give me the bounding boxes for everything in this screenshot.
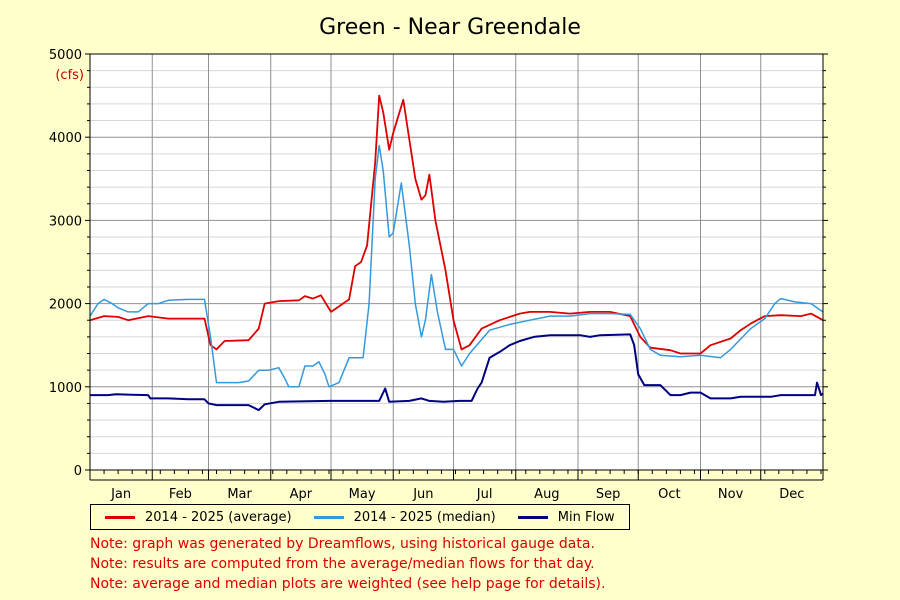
notes: Note: graph was generated by Dreamflows,… [90,534,605,594]
plot-frame [89,53,824,471]
legend-label-median: 2014 - 2025 (median) [353,509,496,525]
series-median-line [89,144,824,388]
legend-swatch-median [313,515,344,519]
y-axis-units: (cfs) [55,68,84,83]
x-tick-label: Mar [227,487,252,502]
legend: 2014 - 2025 (average) 2014 - 2025 (media… [90,504,630,530]
chart-title: Green - Near Greendale [319,15,581,40]
x-tick-label: Jul [476,487,493,502]
grid [90,53,823,471]
series-min-flow-line [90,333,824,412]
y-tick-label: 2000 [49,298,82,313]
x-tick-label: Jan [110,487,131,502]
legend-item-average: 2014 - 2025 (average) [105,510,292,525]
legend-item-median: 2014 - 2025 (median) [313,509,496,525]
plot-area [90,54,823,470]
x-tick-label: Dec [779,487,804,502]
legend-label-average: 2014 - 2025 (average) [145,509,292,525]
axes: 0 1000 2000 3000 4000 5000 Jan Feb Mar Apr May Jun J… [49,48,828,502]
series-group [89,94,824,412]
y-tick-label: 3000 [49,214,82,229]
x-tick-label: Sep [596,487,621,502]
legend-swatch-min-flow [517,515,548,519]
y-tick-label: 4000 [49,131,82,146]
x-tick-label: Feb [169,487,192,502]
x-tick-label: Oct [658,487,680,502]
legend-label-min-flow: Min Flow [557,509,615,525]
y-tick-label: 0 [74,464,82,479]
series-average-line [89,94,824,355]
x-tick-label: Jun [412,487,433,502]
note-line: Note: average and median plots are weigh… [90,576,606,592]
note-line: Note: results are computed from the aver… [90,556,595,572]
legend-item-min-flow: Min Flow [517,509,615,525]
y-tick-label: 5000 [49,48,82,63]
note-line: Note: graph was generated by Dreamflows,… [90,536,595,552]
x-tick-label: Nov [718,487,744,502]
legend-swatch-average [105,515,135,519]
x-tick-label: Aug [534,487,559,502]
x-tick-label: May [349,487,376,502]
y-tick-label: 1000 [49,381,82,396]
x-tick-label: Apr [290,487,313,502]
